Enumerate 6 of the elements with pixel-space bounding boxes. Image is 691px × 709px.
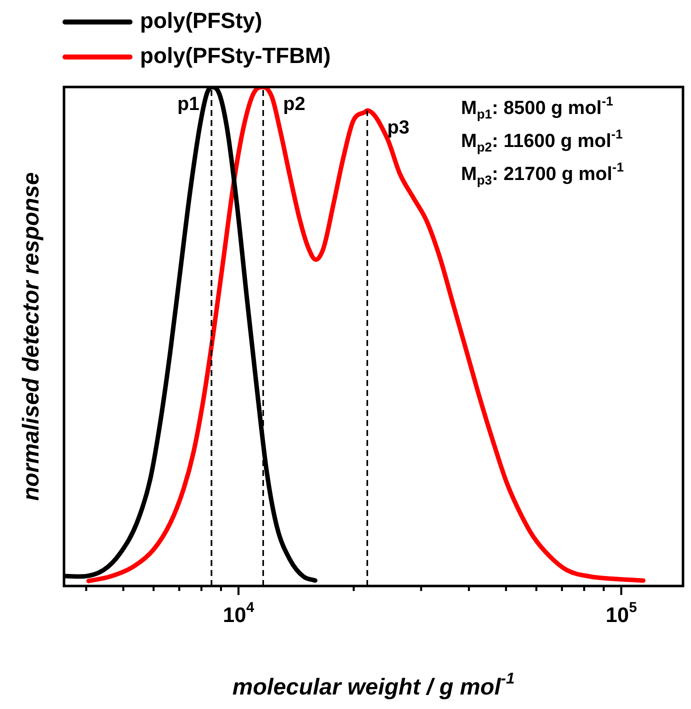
ref-line-label: p1 [177,94,200,116]
ref-line-label: p2 [283,94,306,116]
y-axis-title: normalised detector response [17,172,44,501]
legend-label: poly(PFSty) [140,8,262,34]
legend-label: poly(PFSty-TFBM) [140,43,331,68]
ref-line-label: p3 [387,118,410,139]
